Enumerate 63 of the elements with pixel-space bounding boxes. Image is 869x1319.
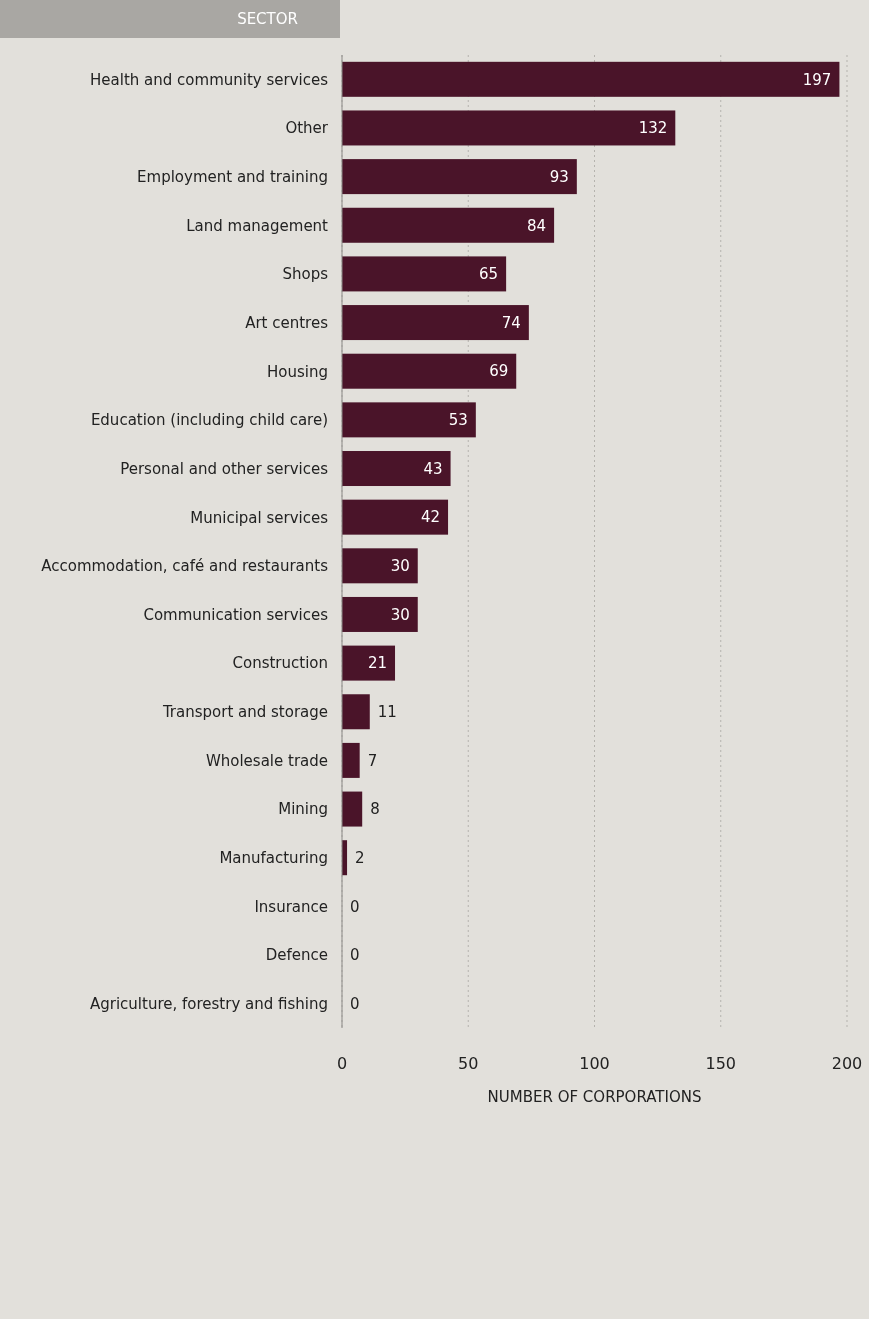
data-label: 30 [390,605,410,624]
data-label: 2 [355,848,365,867]
y-tick-label: Construction [232,654,328,673]
data-label: 74 [501,313,521,332]
y-tick-label: Shops [282,265,329,284]
bar [342,791,363,827]
data-label: 0 [350,897,360,916]
bar [342,159,577,195]
data-label: 8 [370,800,380,819]
y-axis-title: SECTOR [0,0,340,38]
bar [342,110,676,146]
bar [342,402,476,438]
data-label: 93 [549,167,569,186]
x-tick-label: 100 [579,1054,610,1074]
y-tick-label: Agriculture, forestry and fishing [89,995,328,1013]
x-tick-label: 0 [336,1054,348,1074]
x-tick-label: 50 [458,1054,479,1074]
x-tick-label: 200 [831,1054,863,1074]
data-label: 30 [390,557,410,576]
bar [342,207,555,243]
y-tick-label: Wholesale trade [205,751,328,770]
x-axis-title: NUMBER OF CORPORATIONS [486,1088,703,1106]
data-label: 197 [802,70,832,89]
bar [342,256,507,292]
data-label: 11 [377,703,397,722]
bar [342,742,360,778]
data-label: 0 [350,946,360,965]
y-tick-label: Other [285,119,329,138]
bar [342,596,418,632]
data-label: 69 [489,362,509,381]
y-tick-label: Employment and training [137,167,328,186]
data-label: 84 [527,216,547,235]
y-tick-label: Education (including child care) [90,411,328,430]
bar [342,61,840,97]
data-label: 42 [420,508,441,527]
data-label: 65 [479,265,499,284]
y-tick-label: Municipal services [190,508,329,527]
x-tick-label: 150 [705,1054,737,1074]
y-tick-label: Communication services [143,605,329,624]
data-label: 21 [367,654,388,673]
bar [342,353,517,389]
bar [342,451,451,487]
data-label: 0 [350,994,360,1013]
bar [342,694,370,730]
data-label: 132 [638,119,668,138]
bar [342,499,449,535]
y-tick-label: Housing [267,362,328,381]
y-tick-label: Health and community services [90,70,329,89]
y-tick-label: Transport and storage [161,703,328,722]
data-label: 43 [423,459,443,478]
bar [342,548,418,584]
data-label: 7 [367,751,378,770]
y-tick-label: Manufacturing [219,849,328,868]
y-tick-label: Defence [265,946,328,965]
y-tick-label: Mining [278,800,328,819]
data-label: 53 [448,411,468,430]
y-tick-label: Art centres [245,313,329,332]
bar [342,305,529,341]
y-tick-label: Land management [186,216,329,235]
y-tick-label: Personal and other services [120,459,329,478]
y-tick-label: Insurance [254,897,328,916]
bar [342,645,396,681]
y-tick-label: Accommodation, café and restaurants [41,557,329,576]
